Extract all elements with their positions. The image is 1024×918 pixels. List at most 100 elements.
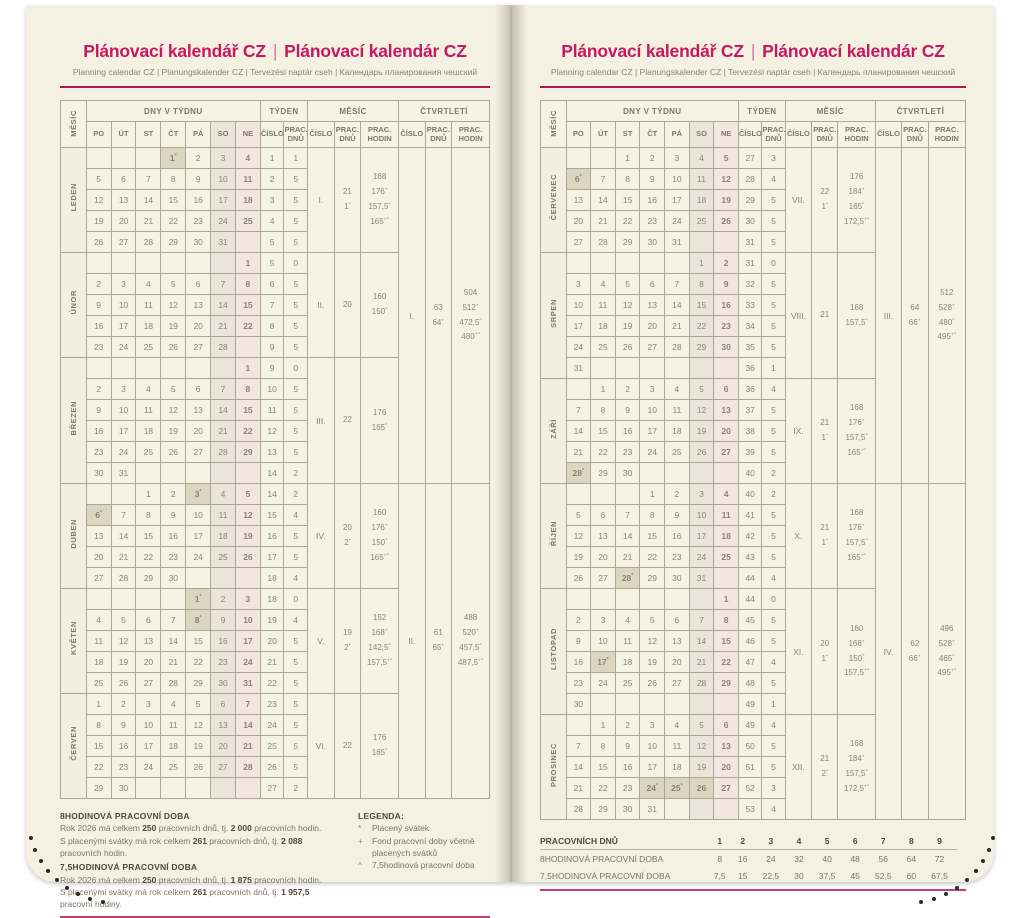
day-cell: 17 — [110, 420, 137, 442]
day-cell: 28* — [614, 567, 641, 589]
week-number-cell: 45 — [737, 609, 763, 631]
day-cell: 26 — [185, 756, 212, 778]
day-cell: 5 — [713, 147, 739, 169]
week-number-cell: 16 — [259, 525, 285, 547]
day-cell: 29 — [688, 336, 715, 358]
day-cell: 1 — [713, 588, 739, 610]
hours-value: 52,5 — [875, 870, 892, 881]
week-workdays-cell: 5 — [761, 231, 786, 253]
day-cell: 16 — [565, 651, 592, 673]
title-slovak: Plánovací kalendár CZ — [284, 41, 467, 61]
day-cell — [639, 252, 666, 274]
workdays-column-header: 1 — [706, 832, 733, 850]
day-cell: 11 — [614, 630, 641, 652]
day-cell: 5 — [688, 714, 715, 736]
week-workdays-cell: 0 — [761, 588, 786, 610]
hours-value: 60 — [906, 870, 917, 881]
week-workdays-cell: 5 — [761, 735, 786, 757]
day-cell: 3 — [110, 378, 137, 400]
day-cell: 31 — [688, 567, 715, 589]
day-cell — [688, 231, 715, 253]
stat-subheader: PRAC. HODIN — [451, 121, 490, 148]
day-cell: 25 — [688, 210, 715, 232]
week-number-cell: 51 — [737, 756, 763, 778]
day-cell — [210, 567, 236, 589]
day-cell: 12 — [160, 294, 187, 316]
quarter-workdays-cell: 63 64+ — [424, 147, 453, 484]
day-cell: 15 — [234, 399, 261, 421]
day-cell: 29 — [590, 462, 616, 484]
day-cell: 28 — [210, 441, 236, 463]
day-cell: 24 — [565, 336, 592, 358]
day-cell: 10 — [664, 168, 690, 190]
col-header-dny-v-tydnu: DNY V TÝDNU — [85, 100, 261, 122]
day-cell: 13 — [639, 294, 666, 316]
day-cell — [614, 588, 641, 610]
day-cell: 1* — [160, 147, 187, 169]
day-cell: 24 — [135, 756, 162, 778]
day-cell: 5 — [110, 609, 137, 631]
month-number-cell: III. — [307, 357, 335, 484]
day-cell: 1 — [85, 693, 112, 715]
day-cell: 3 — [664, 147, 690, 169]
week-number-cell: 43 — [737, 546, 763, 568]
day-cell: 10 — [210, 168, 236, 190]
day-cell: 29 — [135, 567, 162, 589]
workdays-column-header: 2 — [732, 832, 753, 850]
week-number-cell: 21 — [259, 651, 285, 673]
right-page: Plánovací kalendář CZ | Plánovací kalendár… — [512, 5, 994, 891]
day-cell: 27 — [185, 336, 212, 358]
day-cell: 26 — [234, 546, 261, 568]
legend-item: + Fond pracovní doby včetně placených svá… — [358, 835, 490, 860]
day-cell: 16 — [614, 756, 641, 778]
month-workdays-cell: 20 1* — [811, 588, 839, 715]
day-cell: 24 — [234, 651, 261, 673]
month-number-cell: II. — [307, 252, 335, 358]
week-number-cell: 25 — [259, 735, 285, 757]
day-cell: 20 — [713, 420, 739, 442]
day-cell: 5 — [234, 483, 261, 505]
week-workdays-cell: 5 — [283, 756, 309, 778]
day-cell: 14 — [565, 420, 592, 442]
day-cell: 21 — [565, 777, 592, 799]
day-cell: 1 — [688, 252, 715, 274]
week-workdays-cell: 5 — [761, 609, 786, 631]
day-cell: 19 — [565, 546, 592, 568]
day-cell: 26 — [160, 441, 187, 463]
week-workdays-cell: 2 — [283, 777, 309, 799]
day-cell: 20 — [85, 546, 112, 568]
day-cell: 9 — [85, 294, 112, 316]
day-cell: 8 — [639, 504, 666, 526]
week-number-cell: 23 — [259, 693, 285, 715]
week-number-cell: 28 — [737, 168, 763, 190]
day-cell: 25 — [85, 672, 112, 694]
day-cell: 23 — [160, 546, 187, 568]
day-cell: 18 — [590, 315, 616, 337]
day-cell: 12 — [110, 630, 137, 652]
day-cell: 1 — [614, 147, 641, 169]
day-cell: 13 — [110, 189, 137, 211]
day-cell: 16 — [85, 420, 112, 442]
day-cell — [614, 693, 641, 715]
week-workdays-cell: 4 — [761, 378, 786, 400]
day-cell: 29 — [85, 777, 112, 799]
day-cell: 11 — [664, 399, 690, 421]
week-workdays-cell: 5 — [283, 378, 309, 400]
week-workdays-cell: 5 — [761, 420, 786, 442]
day-cell: 23 — [664, 546, 690, 568]
week-workdays-cell: 5 — [283, 735, 309, 757]
week-number-cell: 17 — [259, 546, 285, 568]
day-cell: 23 — [85, 441, 112, 463]
month-workdays-cell: 22 — [333, 357, 362, 484]
day-cell: 9 — [565, 630, 592, 652]
day-cell: 21 — [110, 546, 137, 568]
day-cell — [688, 588, 715, 610]
day-cell: 12 — [185, 714, 212, 736]
day-cell: 1* — [185, 588, 212, 610]
legend-mark: * — [358, 823, 362, 834]
quarter-workdays-cell: 64 66+ — [901, 147, 929, 484]
hours-value: 56 — [878, 853, 889, 864]
day-cell: 2 — [210, 588, 236, 610]
left-page: Plánovací kalendář CZ | Plánovací kalendár… — [26, 5, 512, 918]
day-cell: 25 — [590, 336, 616, 358]
